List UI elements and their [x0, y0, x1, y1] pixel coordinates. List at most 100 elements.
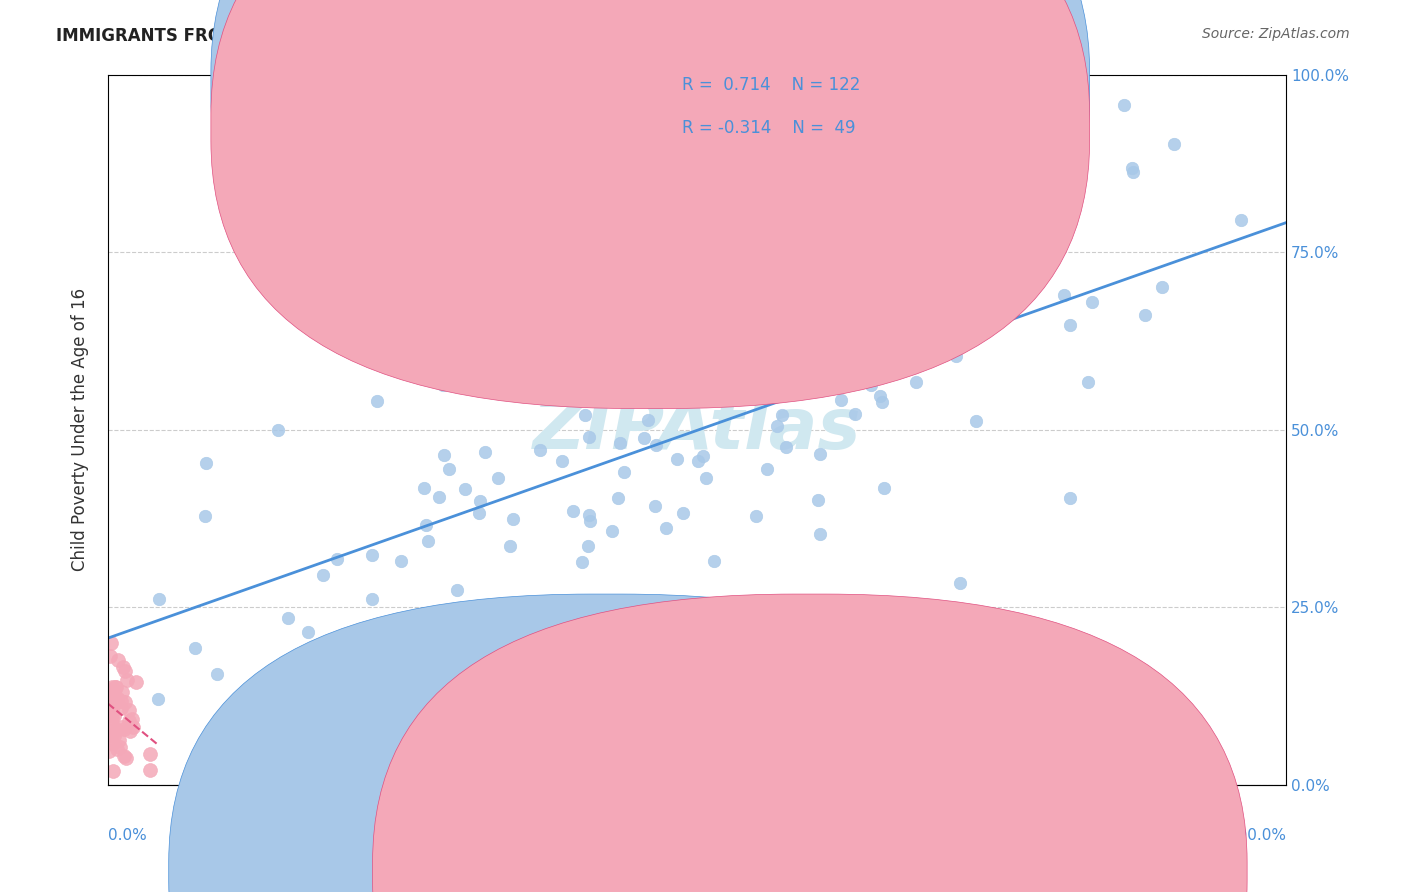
Point — [267, 423, 290, 437]
Point — [375, 669, 398, 683]
Point — [118, 724, 141, 739]
Point — [1059, 318, 1081, 333]
Point — [628, 241, 651, 255]
Point — [184, 641, 207, 656]
Y-axis label: Child Poverty Under the Age of 16: Child Poverty Under the Age of 16 — [72, 288, 89, 572]
Point — [103, 708, 125, 723]
Point — [988, 301, 1011, 316]
Point — [1122, 165, 1144, 179]
Point — [115, 673, 138, 687]
Point — [105, 691, 128, 706]
Point — [105, 680, 128, 694]
Point — [576, 540, 599, 554]
Point — [898, 295, 921, 310]
Point — [644, 437, 666, 451]
Point — [418, 534, 440, 549]
Point — [122, 720, 145, 734]
Point — [326, 551, 349, 566]
Point — [105, 742, 128, 756]
Point — [965, 414, 987, 428]
Point — [652, 634, 675, 648]
Point — [1052, 288, 1074, 302]
Point — [633, 431, 655, 445]
Point — [755, 307, 778, 321]
Point — [112, 748, 135, 763]
Point — [703, 553, 725, 567]
Point — [671, 506, 693, 520]
Point — [488, 294, 510, 309]
Point — [1011, 220, 1033, 235]
Point — [112, 660, 135, 674]
Text: 100.0%: 100.0% — [1227, 828, 1286, 843]
Point — [454, 482, 477, 496]
Point — [896, 248, 918, 262]
Point — [579, 515, 602, 529]
Point — [112, 722, 135, 736]
Point — [103, 696, 125, 710]
Text: R =  0.714    N = 122: R = 0.714 N = 122 — [682, 76, 860, 94]
Point — [730, 308, 752, 322]
Point — [613, 465, 636, 479]
Point — [765, 418, 787, 433]
Point — [775, 441, 797, 455]
Point — [98, 684, 121, 698]
Point — [97, 684, 120, 698]
Point — [659, 310, 682, 324]
Point — [103, 719, 125, 733]
Point — [939, 263, 962, 277]
Point — [427, 490, 450, 504]
Point — [110, 720, 132, 734]
Point — [114, 665, 136, 679]
Point — [280, 664, 302, 678]
Point — [1121, 161, 1143, 175]
Point — [692, 449, 714, 463]
Point — [139, 747, 162, 761]
Point — [499, 539, 522, 553]
Point — [101, 694, 124, 708]
Point — [302, 742, 325, 756]
Point — [561, 504, 583, 518]
Point — [759, 260, 782, 274]
Point — [637, 413, 659, 427]
Point — [101, 697, 124, 711]
Point — [307, 293, 329, 308]
Text: Bermudans: Bermudans — [830, 864, 917, 879]
Point — [718, 636, 741, 650]
Point — [100, 636, 122, 650]
Point — [823, 336, 845, 351]
Point — [825, 280, 848, 294]
Point — [108, 732, 131, 747]
Point — [118, 714, 141, 729]
Point — [299, 663, 322, 677]
Point — [835, 352, 858, 367]
Point — [686, 454, 709, 468]
Text: R = -0.314    N =  49: R = -0.314 N = 49 — [682, 119, 855, 136]
Point — [808, 447, 831, 461]
Point — [873, 481, 896, 495]
Point — [433, 448, 456, 462]
Point — [360, 548, 382, 562]
Point — [101, 706, 124, 720]
Point — [1133, 309, 1156, 323]
Point — [486, 471, 509, 485]
Point — [98, 744, 121, 758]
Point — [1004, 68, 1026, 82]
Point — [110, 700, 132, 714]
Point — [107, 653, 129, 667]
Point — [432, 378, 454, 392]
Point — [124, 674, 146, 689]
Point — [413, 481, 436, 495]
Point — [98, 693, 121, 707]
Point — [1150, 280, 1173, 294]
Point — [101, 698, 124, 713]
Point — [148, 592, 170, 607]
Point — [105, 723, 128, 738]
Point — [194, 508, 217, 523]
Point — [115, 751, 138, 765]
Point — [808, 526, 831, 541]
Point — [312, 568, 335, 582]
Point — [600, 524, 623, 538]
Point — [578, 508, 600, 522]
Point — [437, 462, 460, 476]
Point — [111, 685, 134, 699]
